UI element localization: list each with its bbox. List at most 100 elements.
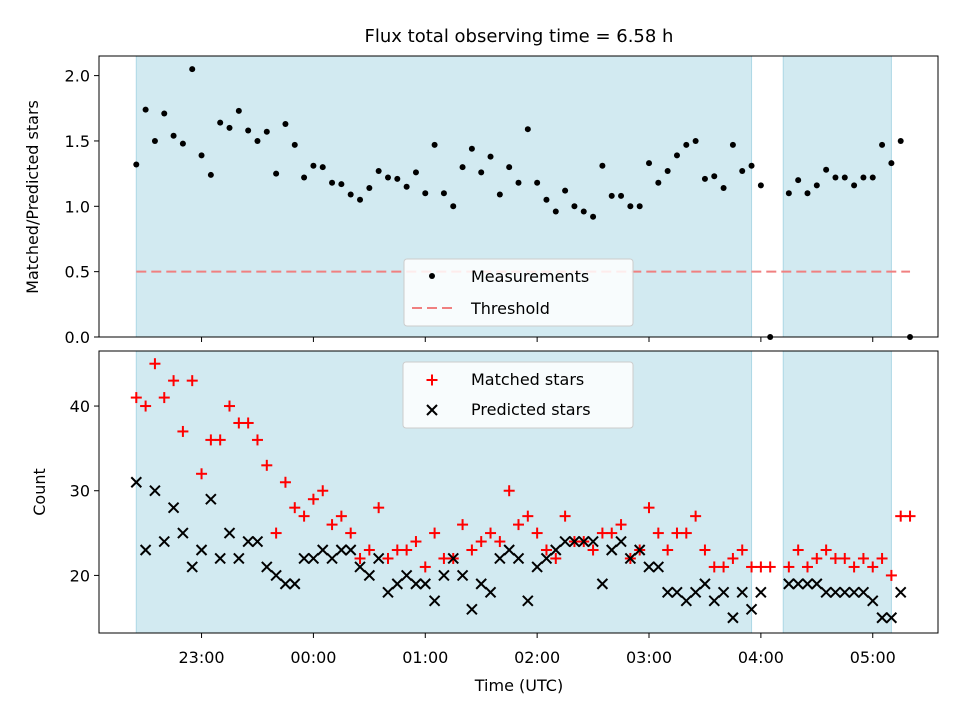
measurement-point — [562, 187, 569, 194]
predicted-star-point — [270, 569, 282, 582]
predicted-star-point — [829, 586, 842, 599]
predicted-star-point — [671, 586, 683, 599]
predicted-star-point — [279, 578, 292, 590]
matched-star-point — [224, 400, 236, 412]
measurement-point — [450, 203, 457, 210]
matched-star-point — [596, 527, 608, 539]
matched-star-point — [307, 493, 319, 505]
predicted-star-point — [139, 544, 152, 556]
predicted-star-point — [419, 578, 431, 590]
measurement-point — [273, 170, 280, 177]
measurement-point — [133, 161, 140, 168]
predicted-star-point — [680, 595, 693, 607]
matched-star-point — [848, 561, 860, 573]
measurement-point — [739, 168, 746, 175]
measurement-point — [459, 164, 466, 171]
y-tick-label: 20 — [70, 566, 90, 585]
predicted-star-point — [587, 535, 599, 548]
bottom-panel: 20 30 40 23:00 00:00 01:00 02:00 03:00 04:00 05:… — [30, 350, 939, 695]
measurement-point — [431, 141, 438, 148]
matched-star-point — [261, 459, 273, 471]
matched-star-point — [158, 392, 170, 404]
matched-star-point — [168, 375, 180, 387]
matched-star-point — [494, 536, 506, 548]
measurement-point — [207, 171, 214, 178]
measurement-point — [823, 166, 830, 173]
predicted-star-point — [624, 552, 637, 565]
x-tick-label: 00:00 — [290, 648, 336, 667]
measurement-point — [170, 132, 177, 139]
legend-measurements-label: Measurements — [471, 267, 589, 286]
matched-star-point — [140, 400, 152, 412]
matched-star-point — [801, 561, 813, 573]
predicted-star-point — [550, 544, 562, 556]
measurement-point — [291, 141, 298, 148]
predicted-star-point — [149, 485, 161, 497]
measurement-point — [375, 168, 382, 175]
measurement-point — [310, 162, 317, 169]
matched-star-point — [475, 536, 487, 548]
measurement-point — [813, 182, 820, 189]
top-legend: Measurements Threshold — [403, 258, 634, 327]
predicted-star-point — [633, 544, 646, 556]
predicted-star-point — [689, 586, 702, 599]
predicted-star-point — [223, 527, 236, 539]
matched-star-point — [363, 544, 375, 556]
predicted-star-point — [251, 535, 264, 548]
x-tick-label: 04:00 — [738, 648, 784, 667]
matched-star-point — [876, 552, 888, 564]
legend-matched-label: Matched stars — [471, 370, 584, 389]
matched-star-point — [755, 561, 767, 573]
y-tick-label: 40 — [70, 397, 90, 416]
legend-matched-marker — [426, 374, 438, 386]
measurement-point — [245, 127, 252, 134]
measurement-point — [580, 208, 587, 215]
matched-star-point — [485, 527, 497, 539]
measurement-point — [646, 160, 653, 167]
predicted-star-point — [596, 578, 609, 590]
predicted-star-point — [484, 586, 497, 599]
predicted-star-point — [438, 569, 450, 582]
measurement-point — [422, 190, 429, 197]
measurement-point — [338, 181, 345, 188]
matched-star-point — [298, 510, 310, 522]
measurement-point — [869, 174, 876, 181]
predicted-star-point — [130, 476, 142, 488]
predicted-star-point — [848, 586, 860, 599]
predicted-star-point — [214, 552, 226, 565]
predicted-star-point — [428, 595, 441, 607]
x-tick-label: 05:00 — [850, 648, 896, 667]
y-tick-label: 1.0 — [65, 197, 90, 216]
measurement-point — [804, 190, 811, 197]
matched-star-point — [251, 434, 263, 446]
matched-star-point — [438, 552, 450, 564]
measurement-point — [701, 175, 708, 182]
measurement-point — [599, 162, 606, 169]
measurement-point — [729, 141, 736, 148]
measurement-point — [515, 179, 522, 186]
measurement-point — [664, 168, 671, 175]
predicted-star-point — [811, 578, 823, 590]
measurement-point — [860, 174, 867, 181]
predicted-star-point — [233, 552, 245, 565]
matched-star-point — [335, 510, 347, 522]
measurement-point — [879, 141, 886, 148]
matched-star-point — [457, 519, 469, 531]
measurement-point — [851, 182, 858, 189]
top-y-axis-label: Matched/Predicted stars — [23, 100, 42, 294]
measurement-point — [487, 153, 494, 160]
x-tick-label: 23:00 — [178, 648, 224, 667]
matched-star-point — [615, 519, 627, 531]
matched-star-point — [839, 552, 851, 564]
matched-star-point — [513, 519, 524, 531]
measurement-point — [440, 190, 447, 197]
predicted-star-point — [652, 561, 665, 573]
predicted-star-point — [456, 569, 469, 582]
matched-star-point — [401, 544, 413, 556]
predicted-star-point — [503, 544, 515, 556]
measurement-point — [571, 203, 578, 210]
matched-star-point — [214, 434, 226, 446]
matched-star-point — [718, 561, 730, 573]
predicted-star-point — [615, 535, 627, 548]
measurement-point — [683, 141, 690, 148]
